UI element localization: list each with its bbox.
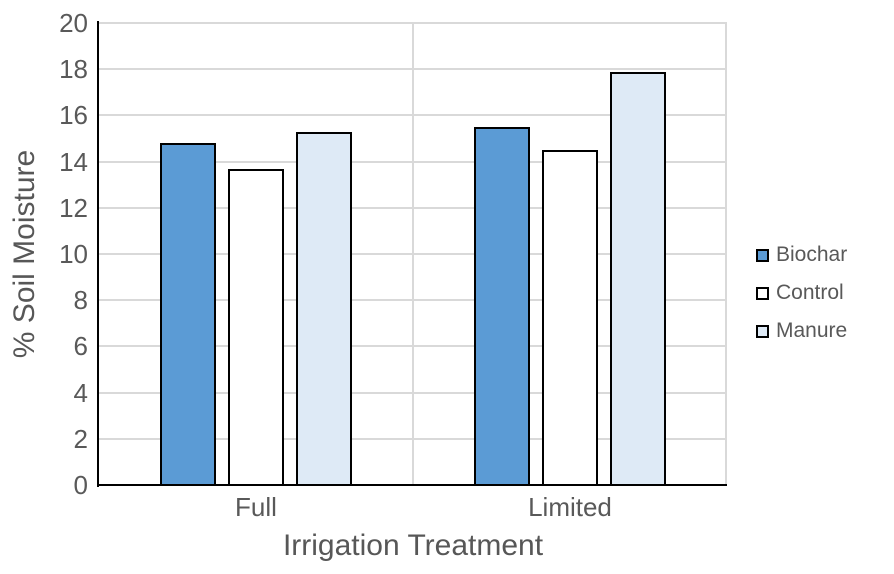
y-tick-label: 18 [59,54,88,85]
legend-swatch-icon [756,324,769,338]
legend-label: Control [776,281,844,304]
y-tick-label: 8 [73,285,88,316]
bar-biochar-full [160,143,216,486]
bar-biochar-limited [474,126,530,486]
legend-item-biochar: Biochar [756,242,847,268]
x-axis-line [97,484,727,486]
y-tick-label: 14 [59,146,88,177]
y-axis-line [97,21,99,487]
legend: Biochar Control Manure [756,242,847,344]
y-tick-label: 0 [73,470,88,500]
legend-label: Biochar [776,243,848,266]
legend-label: Manure [776,319,848,342]
y-tick-label: 6 [73,331,88,362]
gridline-vertical [725,23,727,485]
y-tick-label: 2 [73,423,88,454]
category-label: Full [235,492,277,522]
bar-manure-limited [610,71,666,486]
y-tick-label: 16 [59,100,88,131]
legend-item-control: Control [756,280,847,306]
gridline-vertical [412,23,414,485]
y-tick-label: 12 [59,192,88,223]
category-label: Limited [528,492,612,522]
y-tick-label: 20 [59,8,88,38]
legend-item-manure: Manure [756,318,847,344]
legend-swatch-icon [756,286,769,300]
bar-manure-full [296,131,352,486]
bar-control-full [228,168,284,486]
y-tick-label: 4 [73,377,88,408]
bar-control-limited [542,150,598,486]
legend-swatch-icon [756,248,769,262]
x-axis-title: Irrigation Treatment [282,529,544,562]
y-tick-label: 10 [59,239,88,269]
